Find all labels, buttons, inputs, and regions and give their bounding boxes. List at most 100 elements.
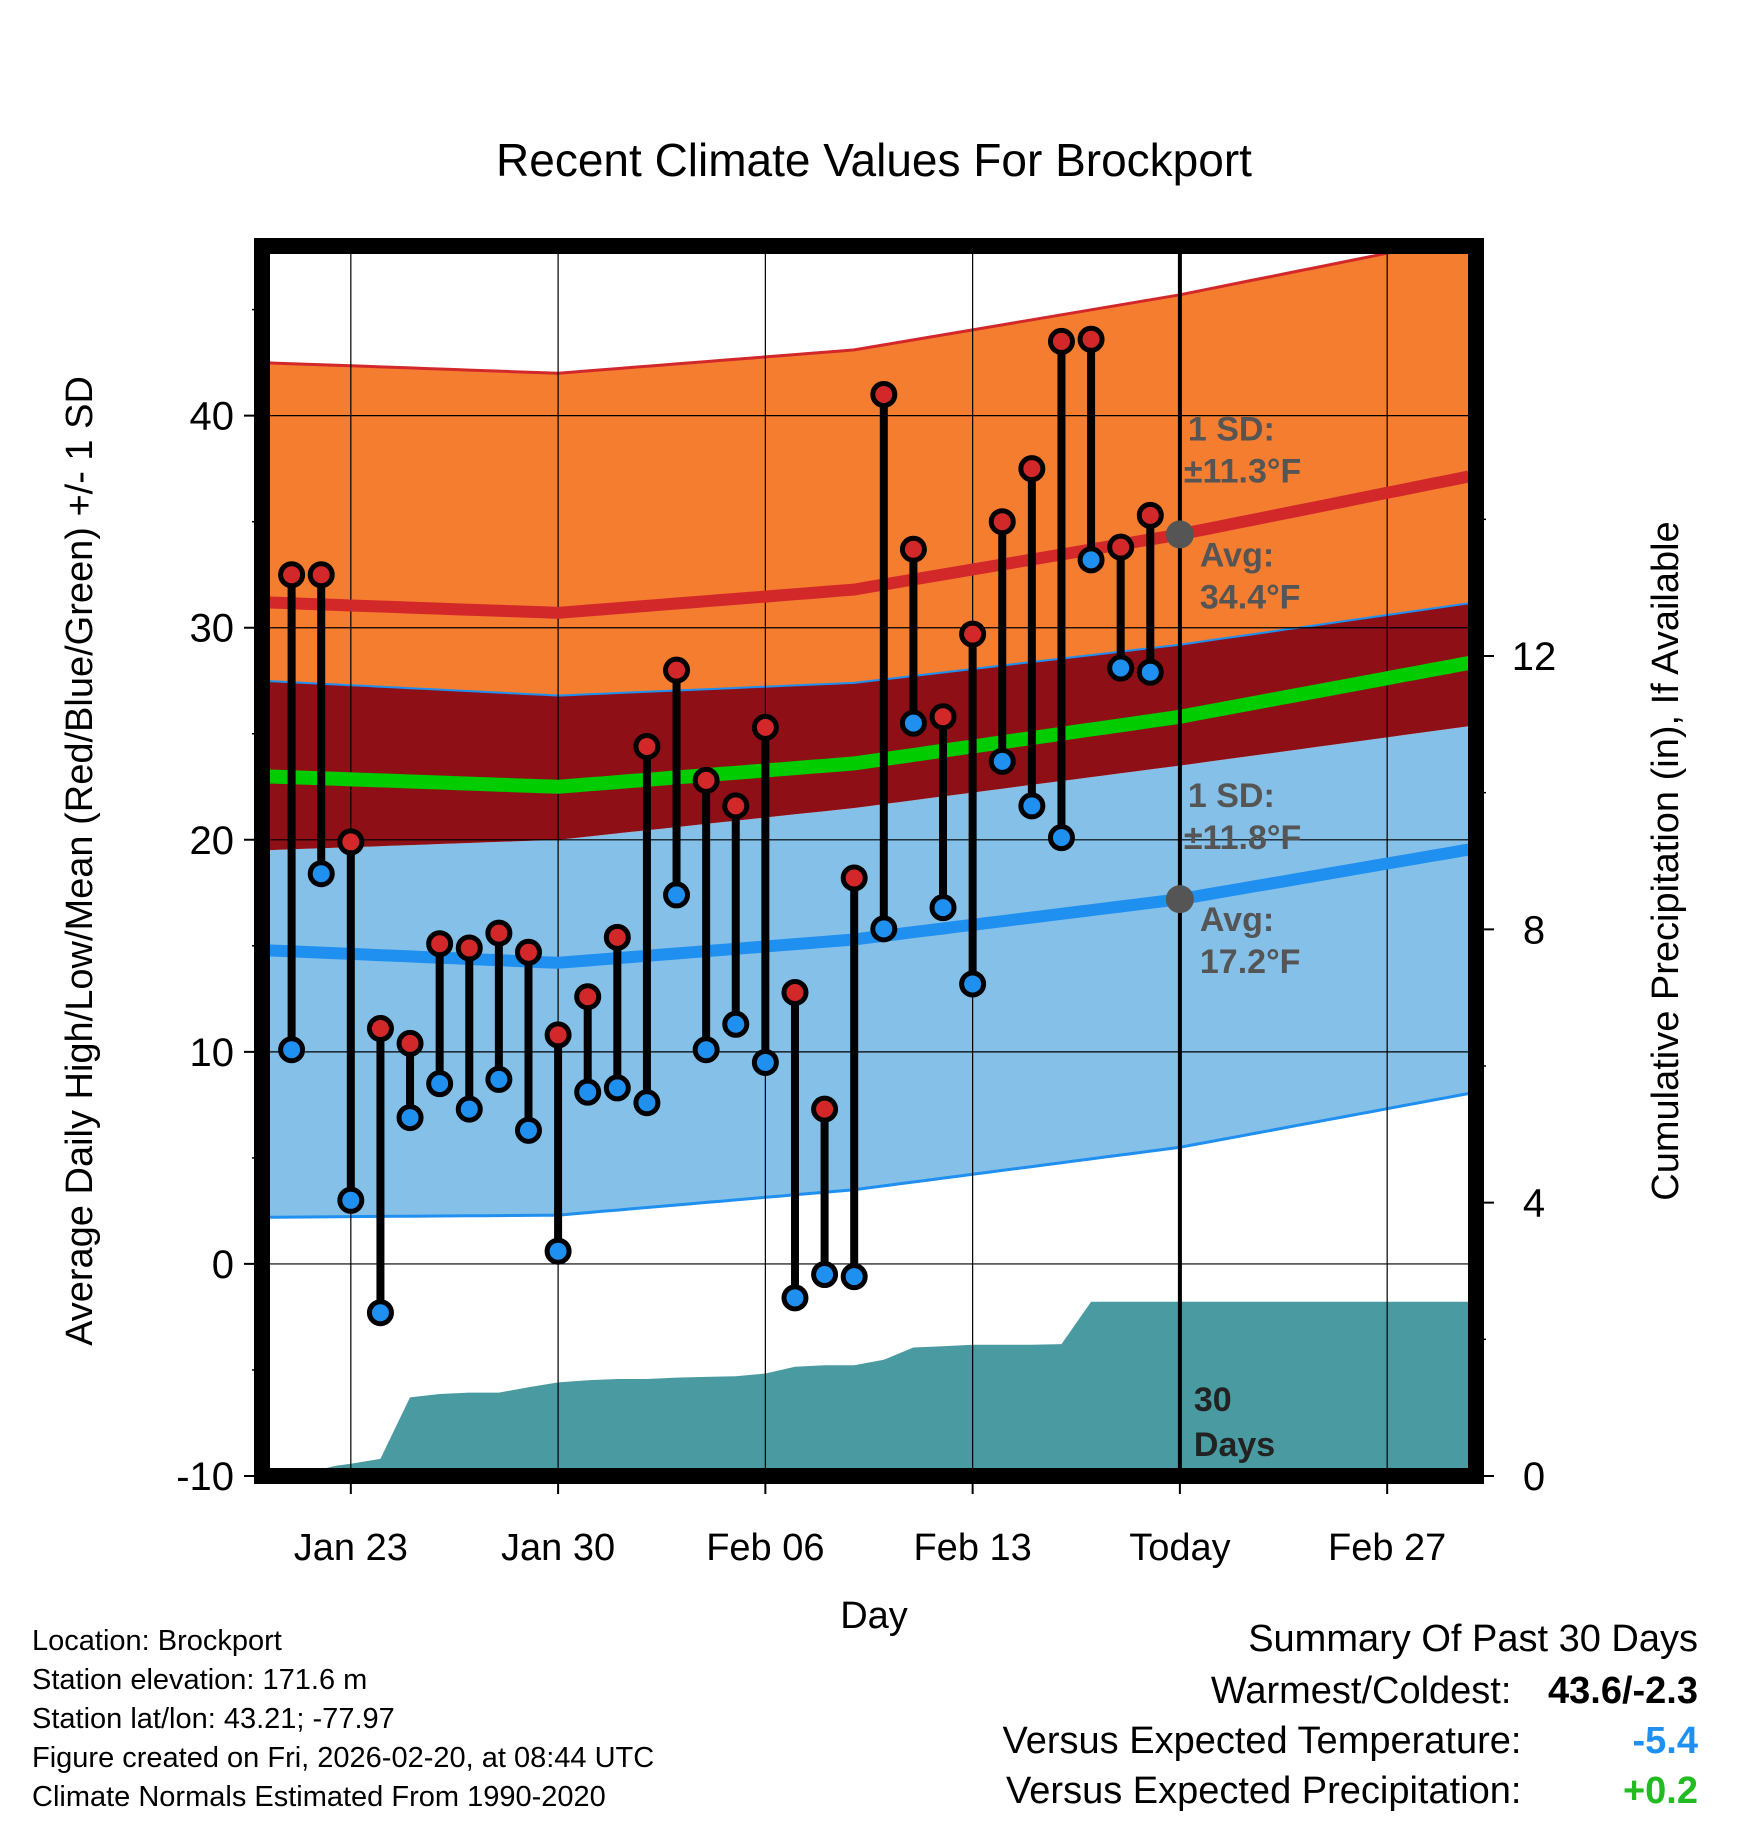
y-left-tick-label: 20 — [190, 819, 235, 863]
y-left-tick-label: 10 — [190, 1031, 235, 1075]
obs-high-point — [840, 864, 868, 892]
obs-low-point — [396, 1104, 424, 1132]
obs-low-point — [811, 1261, 839, 1289]
obs-low-point — [722, 1010, 750, 1038]
today-low-avg-marker — [1165, 885, 1194, 914]
obs-low-point — [574, 1078, 602, 1106]
obs-high-point — [1136, 501, 1164, 529]
high-band-lower-edge — [262, 601, 1476, 697]
y-left-tick-label: 30 — [190, 607, 235, 651]
obs-low-point — [929, 894, 957, 922]
chart-title: Recent Climate Values For Brockport — [496, 134, 1252, 186]
low-sd-value: ±11.8°F — [1184, 819, 1301, 857]
normal-high-line — [262, 469, 1476, 619]
obs-low-point — [1018, 792, 1046, 820]
low-avg-value: 17.2°F — [1200, 943, 1301, 981]
summary-warmest-row: Warmest/Coldest: 43.6/-2.3 — [1211, 1670, 1698, 1713]
obs-high-point — [366, 1015, 394, 1043]
x-tick-label: Today — [1129, 1527, 1230, 1569]
obs-low-point — [692, 1036, 720, 1064]
obs-high-point — [396, 1029, 424, 1057]
obs-high-point — [811, 1095, 839, 1123]
obs-high-point — [1077, 325, 1105, 353]
x-tick-label: Feb 13 — [913, 1527, 1031, 1569]
obs-high-point — [307, 561, 335, 589]
x-axis-label: Day — [840, 1595, 908, 1637]
y-right-tick-label: 8 — [1523, 908, 1545, 952]
x-tick-label: Feb 27 — [1328, 1527, 1446, 1569]
today-high-avg-marker — [1165, 520, 1194, 549]
obs-high-point — [1047, 327, 1075, 355]
y-right-tick-label: 0 — [1523, 1455, 1545, 1499]
obs-high-point — [485, 919, 513, 947]
high-avg-value: 34.4°F — [1200, 578, 1301, 616]
y-axis-left-label: Average Daily High/Low/Mean (Red/Blue/Gr… — [59, 376, 101, 1346]
obs-high-point — [988, 508, 1016, 536]
summary-precip-row: Versus Expected Precipitation: +0.2 — [1006, 1770, 1698, 1813]
summary-precip-label: Versus Expected Precipitation: — [1006, 1770, 1522, 1812]
high-sd-value: ±11.3°F — [1184, 452, 1301, 490]
low-band-lower-edge — [262, 1090, 1476, 1219]
obs-low-point — [366, 1299, 394, 1327]
high-sd-label: 1 SD: — [1188, 410, 1275, 448]
obs-high-point — [278, 561, 306, 589]
info-created: Figure created on Fri, 2026-02-20, at 08… — [32, 1742, 655, 1774]
summary-warmest-value: 43.6/-2.3 — [1548, 1670, 1698, 1712]
obs-high-point — [781, 978, 809, 1006]
obs-low-point — [959, 970, 987, 998]
obs-high-point — [959, 620, 987, 648]
obs-low-point — [781, 1284, 809, 1312]
normal-mean-line — [262, 654, 1476, 794]
y-right-tick-label: 12 — [1512, 635, 1557, 679]
obs-low-point — [988, 747, 1016, 775]
obs-high-point — [663, 656, 691, 684]
y-left-tick-label: -10 — [176, 1455, 234, 1499]
obs-high-point — [574, 983, 602, 1011]
obs-low-point — [1107, 654, 1135, 682]
low-avg-label: Avg: — [1200, 901, 1274, 939]
plot-frame — [254, 238, 1484, 1484]
obs-low-point — [1077, 546, 1105, 574]
low-sd-label: 1 SD: — [1188, 777, 1275, 815]
cumulative-precip-area — [291, 1301, 1476, 1476]
obs-low-point — [426, 1070, 454, 1098]
y-right-tick-label: 4 — [1523, 1182, 1545, 1226]
obs-high-point — [337, 828, 365, 856]
y-left-tick-label: 40 — [190, 395, 235, 439]
obs-high-point — [1107, 533, 1135, 561]
obs-low-point — [751, 1048, 779, 1076]
info-location: Location: Brockport — [32, 1625, 282, 1657]
obs-high-point — [426, 930, 454, 958]
period-label-number: 30 — [1194, 1381, 1232, 1419]
obs-high-point — [514, 938, 542, 966]
y-axis-right-label: Cumulative Precipitation (in), If Availa… — [1645, 521, 1687, 1200]
summary-temp-row: Versus Expected Temperature: -5.4 — [1003, 1720, 1698, 1763]
obs-high-point — [603, 923, 631, 951]
low-sd-band — [262, 725, 1476, 1218]
obs-high-point — [899, 535, 927, 563]
x-tick-label: Jan 30 — [501, 1527, 615, 1569]
obs-low-point — [870, 915, 898, 943]
obs-low-point — [899, 709, 927, 737]
obs-low-point — [1047, 824, 1075, 852]
info-elevation: Station elevation: 171.6 m — [32, 1664, 368, 1696]
obs-low-point — [1136, 658, 1164, 686]
period-label-days: Days — [1194, 1426, 1275, 1464]
obs-low-point — [485, 1065, 513, 1093]
obs-high-point — [751, 713, 779, 741]
obs-low-point — [514, 1116, 542, 1144]
obs-high-point — [455, 934, 483, 962]
obs-low-point — [603, 1074, 631, 1102]
obs-low-point — [455, 1095, 483, 1123]
summary-warmest-label: Warmest/Coldest: — [1210, 1670, 1512, 1712]
x-tick-label: Feb 06 — [706, 1527, 824, 1569]
high-band-upper-edge — [262, 246, 1431, 375]
info-latlon: Station lat/lon: 43.21; -77.97 — [32, 1703, 395, 1735]
obs-low-point — [633, 1089, 661, 1117]
summary-precip-value: +0.2 — [1622, 1770, 1698, 1812]
obs-low-point — [544, 1237, 572, 1265]
high-sd-band — [262, 246, 1476, 696]
obs-low-point — [307, 860, 335, 888]
obs-high-point — [870, 380, 898, 408]
